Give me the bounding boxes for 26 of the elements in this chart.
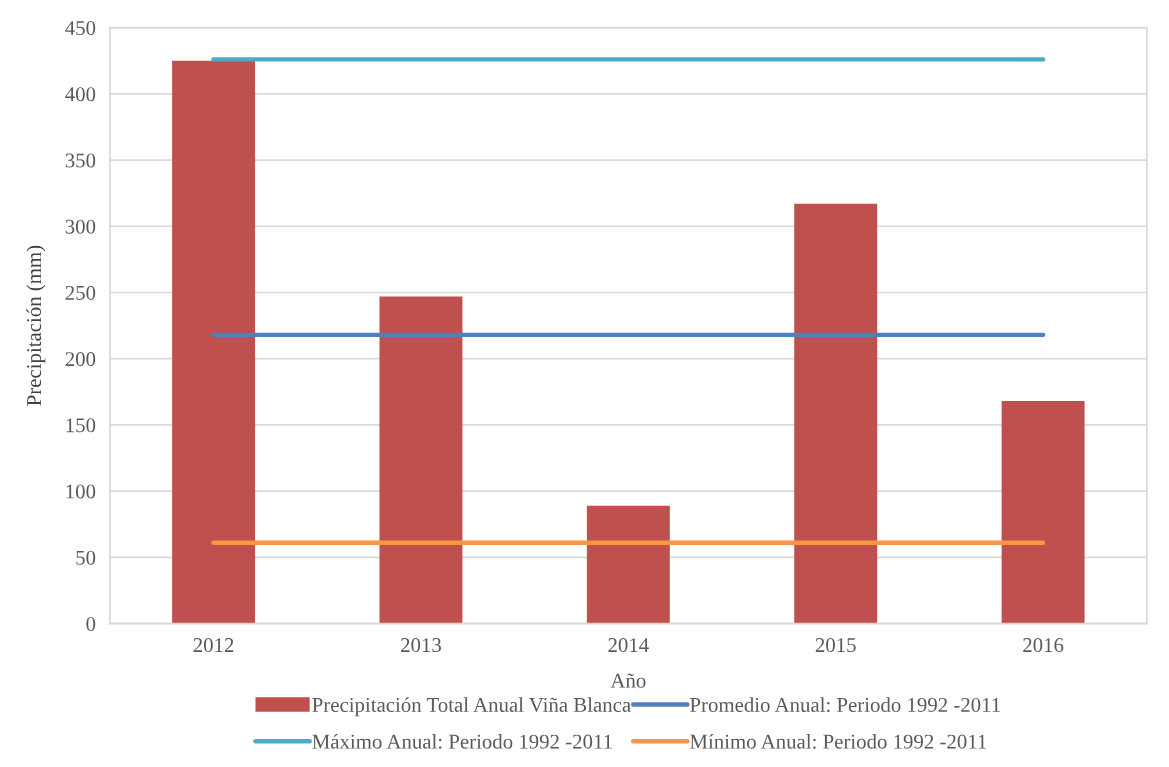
bar: [1001, 401, 1085, 624]
y-tick-label: 50: [76, 550, 96, 565]
legend-label: Promedio Anual: Periodo 1992 -2011: [690, 697, 1000, 713]
y-tick-label: 250: [65, 285, 96, 300]
y-tick-label: 350: [65, 153, 96, 168]
y-tick-label: 400: [65, 87, 96, 102]
y-tick-label: 450: [65, 20, 96, 36]
bar: [172, 60, 256, 624]
legend-label: Máximo Anual: Periodo 1992 -2011: [312, 733, 612, 749]
x-tick-label: 2014: [608, 638, 649, 653]
y-tick-label: 200: [65, 352, 96, 367]
x-tick-label: 2016: [1023, 638, 1064, 653]
x-tick-label: 2012: [193, 638, 234, 653]
x-tick-label: 2013: [401, 638, 441, 653]
legend-label: Mínimo Anual: Periodo 1992 -2011: [690, 733, 987, 749]
x-tick-label: 2015: [815, 638, 856, 653]
bar: [794, 203, 878, 624]
y-tick-label: 150: [66, 418, 96, 433]
bar: [586, 505, 670, 624]
y-tick-label: 300: [65, 219, 96, 234]
bar: [379, 296, 463, 624]
y-tick-label: 0: [86, 616, 96, 631]
x-axis-title: Año: [610, 673, 646, 688]
y-tick-label: 100: [66, 484, 96, 499]
legend-label: Precipitación Total Anual Viña Blanca: [312, 697, 631, 717]
y-axis-title: Precipitación (mm): [26, 245, 46, 406]
